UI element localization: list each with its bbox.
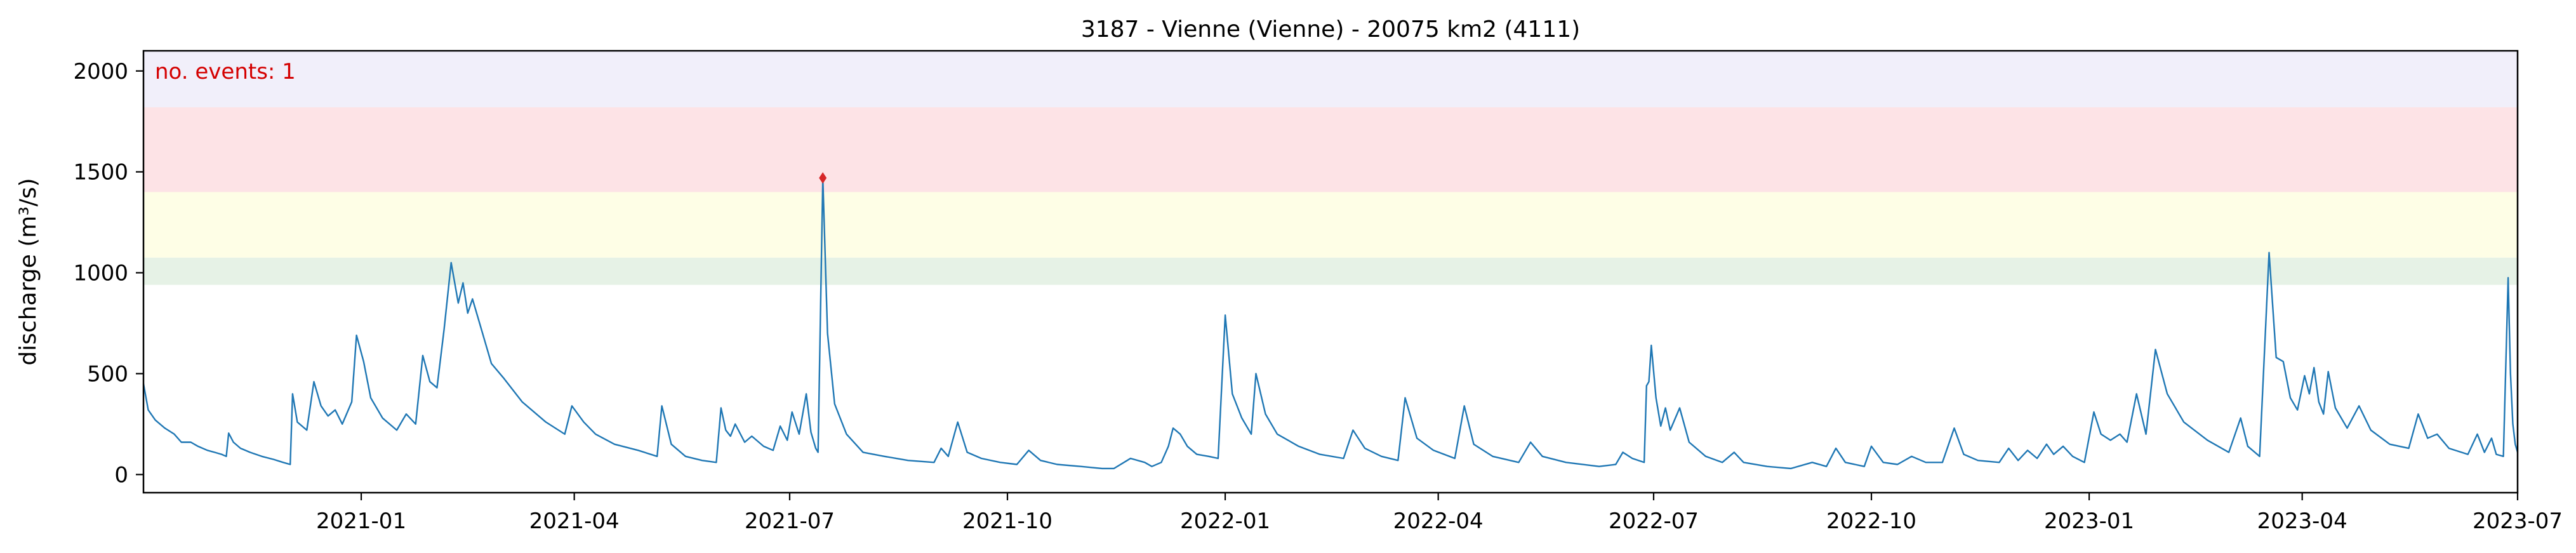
y-tick-label-1500: 1500 [73,160,128,185]
x-tick-label-2022-10: 2022-10 [1826,509,1916,534]
x-axis: 2021-01 2021-04 2021-07 2021-10 2022-01 2022-… [316,493,2563,534]
x-tick-label-2022-07: 2022-07 [1609,509,1699,534]
event-marker-0 [819,172,827,184]
plot-frame [142,50,2519,494]
y-axis-label: discharge (m³/s) [15,178,41,365]
x-tick-label-2021-07: 2021-07 [745,509,835,534]
discharge-line-0 [142,177,2519,470]
y-tick-label-0: 0 [114,462,128,488]
x-tick-label-2021-01: 2021-01 [316,509,406,534]
x-tick-label-2023-01: 2023-01 [2044,509,2134,534]
threshold-bands [143,51,2518,285]
chart-title: 3187 - Vienne (Vienne) - 20075 km2 (4111… [1081,17,1580,43]
x-tick-label-2022-01: 2022-01 [1180,509,1270,534]
y-tick-label-500: 500 [87,361,128,387]
threshold-band-1 [143,192,2518,258]
threshold-band-3 [143,51,2518,107]
event-markers [819,172,827,184]
x-tick-label-2021-10: 2021-10 [962,509,1052,534]
threshold-band-0 [143,257,2518,285]
event-count-annotation: no. events: 1 [155,59,296,84]
x-tick-label-2023-04: 2023-04 [2257,509,2347,534]
y-tick-label-2000: 2000 [73,59,128,84]
x-tick-label-2022-04: 2022-04 [1393,509,1484,534]
threshold-band-2 [143,107,2518,192]
y-axis: 0 500 1000 1500 2000 [73,59,143,488]
x-tick-label-2023-07: 2023-07 [2473,509,2563,534]
y-tick-label-1000: 1000 [73,261,128,286]
series-lines [142,177,2519,470]
x-tick-label-2021-04: 2021-04 [529,509,620,534]
